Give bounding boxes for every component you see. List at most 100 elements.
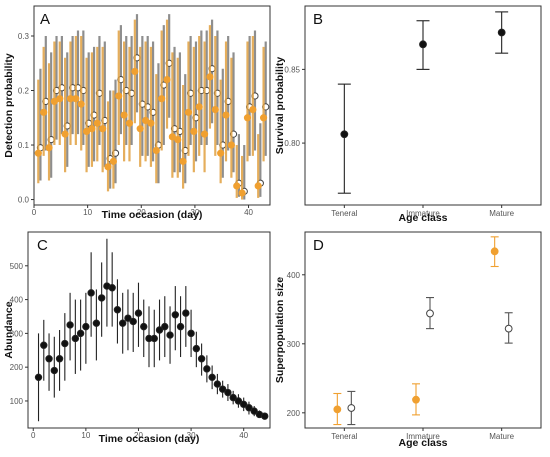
- data-point: [426, 309, 434, 318]
- y-tick-label: 200: [10, 363, 24, 372]
- data-point: [40, 341, 48, 349]
- x-tick-label: 30: [190, 208, 199, 217]
- data-point: [34, 149, 42, 157]
- x-tick-label: 40: [244, 208, 253, 217]
- data-point: [504, 324, 513, 333]
- data-point: [229, 393, 237, 402]
- data-point: [249, 105, 257, 114]
- data-point: [82, 322, 90, 331]
- data-point: [77, 100, 85, 108]
- panel-letter: C: [37, 237, 48, 254]
- data-point: [55, 355, 64, 363]
- x-tick-label: 30: [187, 431, 196, 440]
- data-point: [174, 135, 182, 144]
- data-point: [171, 311, 180, 319]
- data-point: [115, 92, 123, 100]
- data-point: [152, 146, 160, 155]
- data-point: [34, 373, 43, 382]
- y-tick-label: 0.2: [18, 87, 30, 96]
- plot-frame: [33, 5, 271, 206]
- data-point: [134, 309, 143, 317]
- data-point: [45, 144, 53, 152]
- data-point: [238, 189, 246, 197]
- panel-letter: D: [313, 237, 324, 254]
- y-tick-label: 0.1: [18, 141, 30, 150]
- data-point: [118, 319, 127, 327]
- x-tick-label: 40: [239, 431, 248, 440]
- plot-frame: [27, 231, 271, 429]
- x-axis-title: Time occasion (day): [102, 209, 203, 221]
- panel-a: [31, 5, 271, 208]
- data-point: [184, 108, 193, 116]
- y-tick-label: 400: [287, 271, 301, 280]
- data-point: [108, 284, 116, 292]
- y-tick-label: 0.3: [18, 32, 30, 41]
- data-point: [254, 182, 262, 190]
- data-point: [45, 355, 53, 363]
- data-point: [208, 373, 216, 382]
- y-tick-label: 300: [287, 340, 301, 349]
- y-tick-label: 0.85: [284, 65, 300, 74]
- data-point: [190, 127, 198, 135]
- data-point: [136, 125, 144, 133]
- data-point: [87, 289, 95, 297]
- data-point: [412, 395, 420, 404]
- x-tick-label: 0: [31, 431, 36, 440]
- data-point: [93, 119, 101, 127]
- data-point: [227, 141, 235, 149]
- x-axis-title: Time occasion (day): [99, 433, 200, 445]
- data-point: [347, 404, 356, 412]
- y-tick-label: 100: [10, 397, 24, 406]
- x-tick-label: 10: [83, 208, 92, 217]
- x-tick-label: 10: [81, 431, 90, 440]
- y-axis-title: Superpopulation size: [274, 277, 286, 383]
- y-tick-label: 200: [287, 409, 301, 418]
- data-point: [40, 108, 48, 116]
- data-point: [243, 114, 252, 122]
- data-point: [125, 119, 134, 127]
- y-tick-label: 500: [10, 262, 24, 271]
- data-point: [120, 111, 128, 119]
- data-point: [211, 105, 219, 114]
- data-point: [104, 163, 112, 171]
- data-point: [147, 119, 155, 127]
- data-point: [187, 329, 195, 338]
- data-point: [259, 114, 268, 122]
- data-point: [99, 125, 107, 133]
- x-tick-label: Immature: [406, 209, 440, 218]
- data-point: [140, 322, 148, 331]
- data-point: [61, 339, 69, 348]
- data-point: [490, 247, 499, 256]
- data-point: [124, 314, 132, 322]
- data-point: [97, 294, 106, 302]
- y-tick-label: 400: [10, 296, 24, 305]
- panel-d: [302, 231, 542, 431]
- data-point: [76, 329, 85, 338]
- y-tick-label: 0.80: [284, 139, 300, 148]
- data-point: [234, 397, 243, 405]
- y-tick-label: 0.0: [18, 196, 30, 205]
- data-point: [419, 40, 427, 49]
- data-point: [109, 157, 117, 165]
- data-point: [179, 157, 187, 165]
- data-point: [195, 103, 203, 111]
- data-point: [131, 67, 139, 76]
- data-point: [245, 404, 253, 412]
- data-point: [239, 400, 248, 409]
- x-tick-label: 0: [32, 208, 37, 217]
- x-tick-label: Mature: [489, 432, 514, 441]
- data-point: [176, 322, 185, 331]
- data-point: [155, 326, 164, 334]
- data-point: [218, 385, 227, 393]
- data-point: [217, 149, 225, 157]
- data-point: [161, 322, 169, 331]
- x-tick-label: Teneral: [331, 432, 357, 441]
- data-point: [66, 321, 74, 329]
- data-point: [200, 130, 209, 138]
- x-tick-label: Immature: [406, 432, 440, 441]
- data-point: [192, 344, 201, 353]
- data-point: [250, 407, 258, 415]
- data-point: [113, 306, 122, 314]
- data-point: [158, 95, 166, 103]
